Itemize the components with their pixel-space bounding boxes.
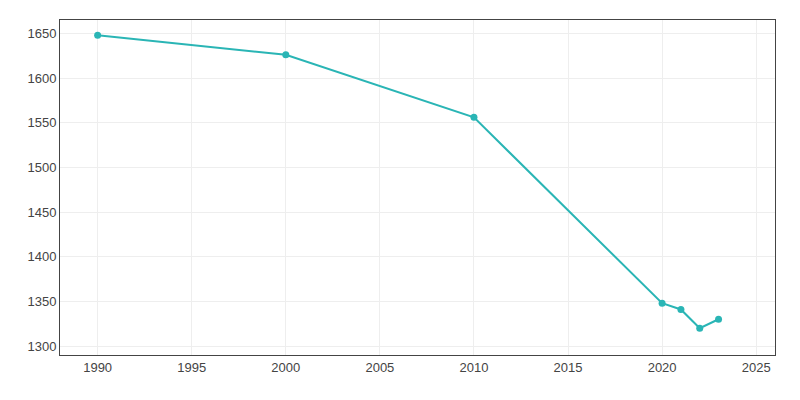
svg-text:2020: 2020 — [648, 360, 677, 375]
svg-text:2010: 2010 — [459, 360, 488, 375]
svg-text:1650: 1650 — [27, 26, 56, 41]
svg-text:2005: 2005 — [365, 360, 394, 375]
svg-text:1500: 1500 — [27, 160, 56, 175]
svg-text:1600: 1600 — [27, 71, 56, 86]
svg-text:1400: 1400 — [27, 249, 56, 264]
svg-text:1995: 1995 — [177, 360, 206, 375]
svg-text:1300: 1300 — [27, 339, 56, 354]
svg-text:1350: 1350 — [27, 294, 56, 309]
svg-text:1450: 1450 — [27, 205, 56, 220]
svg-text:2000: 2000 — [271, 360, 300, 375]
svg-text:2025: 2025 — [742, 360, 771, 375]
svg-text:2015: 2015 — [554, 360, 583, 375]
svg-text:1990: 1990 — [83, 360, 112, 375]
svg-text:1550: 1550 — [27, 115, 56, 130]
